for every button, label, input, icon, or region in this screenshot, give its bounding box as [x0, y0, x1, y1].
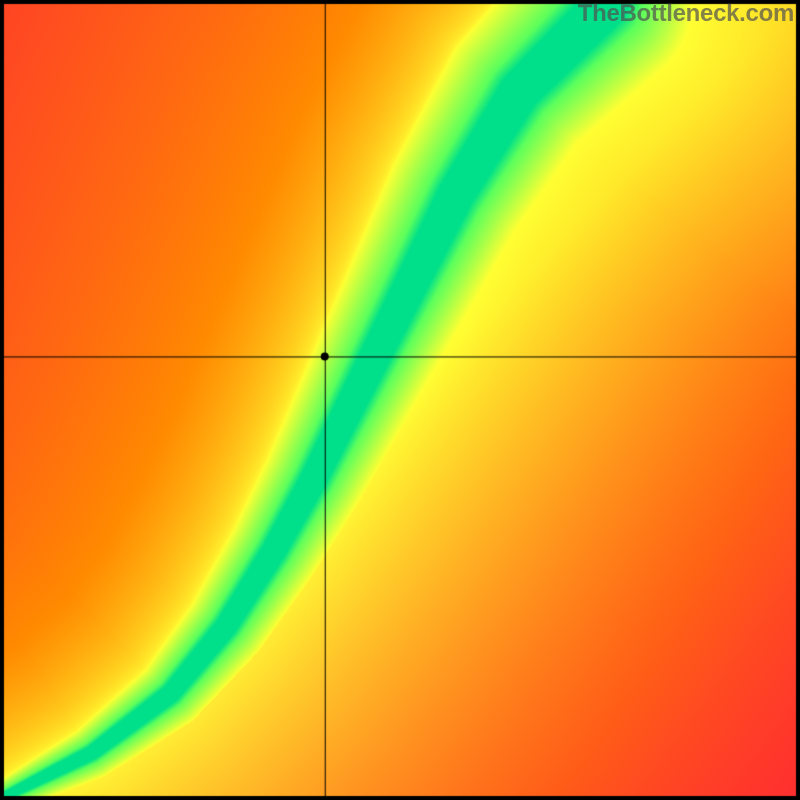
heatmap-container: TheBottleneck.com — [0, 0, 800, 800]
heatmap-canvas — [0, 0, 800, 800]
watermark-text: TheBottleneck.com — [578, 0, 794, 28]
